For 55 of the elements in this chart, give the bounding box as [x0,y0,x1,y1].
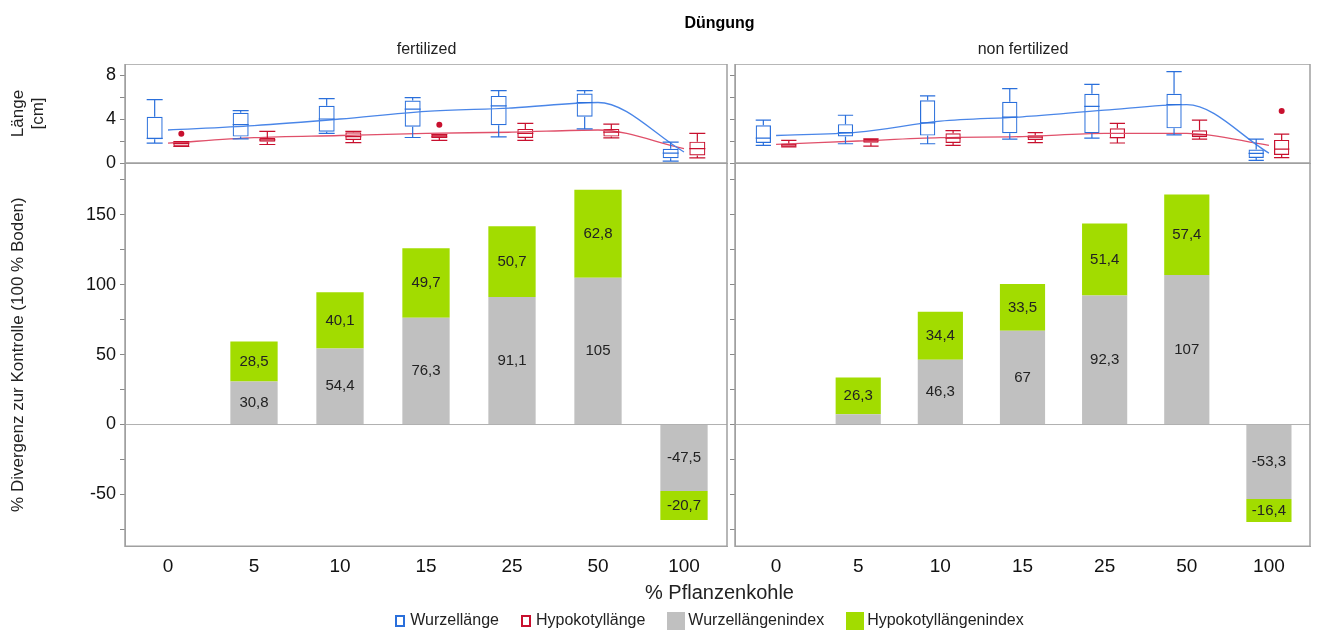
x-tick-label: 5 [248,554,260,576]
x-axis-title: % Pflanzenkohle [644,581,795,605]
data-label: 30,8 [239,392,269,410]
x-tick-label: 0 [770,554,782,576]
x-tick-label: 50 [1176,554,1198,576]
x-tick-label: 100 [1253,554,1285,576]
data-label: 34,4 [925,325,955,343]
data-label: 28,5 [239,351,269,369]
data-label: 26,3 [843,385,873,403]
data-label: -20,7 [666,495,702,513]
x-tick-label: 0 [162,554,174,576]
data-label: 49,7 [411,273,441,291]
data-label: 67 [1014,367,1031,385]
y-tick-label: 100 [85,273,116,294]
data-label: 50,7 [497,251,527,269]
y-tick-label: 0 [105,151,116,172]
data-label: 57,4 [1172,224,1202,242]
x-tick-label: 15 [1011,554,1034,576]
x-tick-label: 10 [329,554,351,576]
legend-label: Hypokotyllänge [535,611,646,628]
x-tick-label: 25 [1094,554,1116,576]
x-tick-label: 5 [852,554,864,576]
data-label: -47,5 [666,448,702,466]
data-label: 33,5 [1007,297,1038,315]
chart-subtitle: non fertilized [976,40,1070,59]
data-label: 40,1 [325,310,355,328]
data-label: 46,3 [925,382,955,400]
data-label: -53,3 [1251,452,1287,470]
x-tick-label: 25 [501,554,523,576]
chart-subtitle: fertilized [395,40,458,59]
legend-label: Wurzellänge [410,611,499,628]
legend-label: Hypokotyllängenindex [867,611,1024,628]
y-tick-label: -50 [89,483,116,504]
x-tick-label: 10 [929,554,951,576]
y-tick-label: 150 [85,203,116,224]
x-tick-label: 100 [668,554,700,576]
chart-title: Düngung [683,13,756,33]
data-label: 76,3 [411,361,441,379]
data-label: 91,1 [497,350,527,368]
x-tick-label: 15 [415,554,437,576]
data-label: 105 [585,340,611,358]
data-label: 107 [1174,339,1200,357]
data-label: 54,4 [325,376,355,394]
data-label: 62,8 [583,223,613,241]
data-label: 51,4 [1090,249,1120,267]
y-axis-title: % Divergenz zur Kontrolle (100 % Boden) [7,197,27,512]
y-tick-label: 50 [95,343,116,364]
y-tick-label: 0 [105,413,116,434]
y-tick-label: 4 [105,107,116,128]
data-label: -16,4 [1251,500,1287,518]
x-tick-label: 50 [587,554,609,576]
legend-label: Wurzellängenindex [688,611,825,628]
data-label: 92,3 [1090,349,1120,367]
y-tick-label: 8 [105,63,116,84]
y-axis-title: Länge [cm] [7,89,48,138]
